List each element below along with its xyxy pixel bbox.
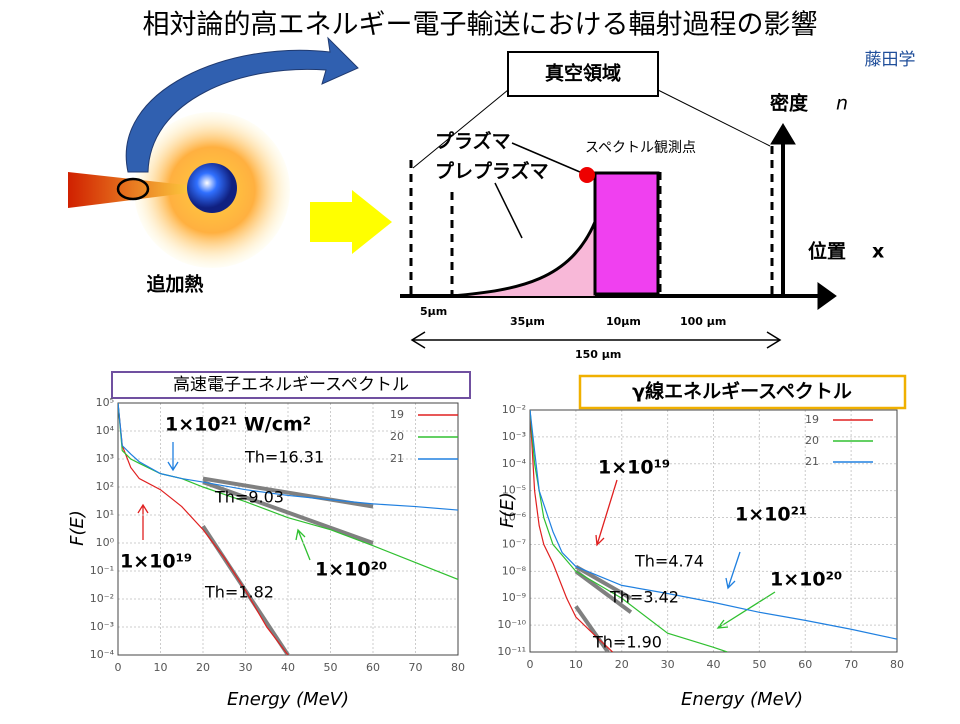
x-tick-label: 50 <box>324 661 338 674</box>
legend-label: 20 <box>390 430 404 443</box>
fit-line <box>202 480 374 545</box>
plasma-label: プラズマ <box>435 130 511 153</box>
annotation: Th=3.42 <box>609 588 679 607</box>
legend-label: 21 <box>390 452 404 465</box>
x-tick-label: 20 <box>615 658 629 671</box>
annotation: Th=4.74 <box>634 552 704 571</box>
series-line <box>530 410 728 652</box>
y-tick-label: 10⁻² <box>502 403 526 416</box>
y-tick-label: 10⁴ <box>96 424 115 437</box>
position-label: 位置 <box>808 240 846 263</box>
y-tick-label: 10⁻⁴ <box>90 648 115 661</box>
preplasma-label: プレプラズマ <box>435 160 549 183</box>
x-tick-label: 0 <box>115 661 122 674</box>
y-tick-label: 10⁻⁵ <box>502 484 526 497</box>
y-tick-label: 10⁻⁴ <box>502 457 527 470</box>
chart-title: γ線エネルギースペクトル <box>632 380 852 403</box>
x-tick-label: 50 <box>752 658 766 671</box>
chart-title-box <box>578 374 907 410</box>
x-tick-label: 30 <box>239 661 253 674</box>
y-tick-label: 10⁻⁷ <box>502 537 526 550</box>
annotation-arrows <box>137 442 776 629</box>
legend-label: 19 <box>390 408 404 421</box>
fit-line <box>574 569 633 614</box>
annotation: Th=1.82 <box>204 583 274 602</box>
y-tick-label: 10⁻³ <box>502 430 526 443</box>
dimension-label: 100 μm <box>680 315 726 328</box>
y-tick-label: 10⁻³ <box>90 620 114 633</box>
legend-label: 20 <box>805 434 819 447</box>
author: 藤田学 <box>865 50 916 70</box>
density-symbol: n <box>836 93 848 115</box>
dimension-label: 35μm <box>510 315 545 328</box>
series-line <box>530 410 613 652</box>
annotation: Th=9.03 <box>214 488 284 507</box>
chart-title: 高速電子エネルギースペクトル <box>173 375 409 395</box>
y-tick-label: 10⁻⁶ <box>502 511 527 524</box>
y-tick-label: 10⁻¹⁰ <box>497 618 526 631</box>
density-label: 密度 <box>770 92 809 115</box>
annotation: 1×10²⁰ <box>770 569 842 591</box>
vacuum-label: 真空領域 <box>545 62 621 85</box>
annotation: Th=1.90 <box>592 633 662 652</box>
x-tick-label: 10 <box>569 658 583 671</box>
target-diagram <box>400 51 837 349</box>
plot-frame <box>529 409 898 653</box>
annotation: 1×10¹⁹ <box>120 551 192 573</box>
annotation: Th=16.31 <box>244 448 324 467</box>
x-tick-label: 80 <box>451 661 465 674</box>
y-tick-label: 10³ <box>96 452 114 465</box>
x-tick-label: 70 <box>844 658 858 671</box>
title: 相対論的高エネルギー電子輸送における輻射過程の影響 <box>143 10 818 41</box>
annotation: 1×10²¹ W/cm² <box>165 414 311 436</box>
y-axis-label: F(E) <box>497 492 518 528</box>
x-tick-label: 20 <box>196 661 210 674</box>
x-axis-label: Energy (MeV) <box>227 689 349 710</box>
series-line <box>118 403 458 511</box>
y-tick-label: 10² <box>96 480 114 493</box>
fit-line <box>574 605 610 652</box>
y-tick-label: 10⁻² <box>90 592 114 605</box>
y-tick-label: 10¹ <box>96 508 114 521</box>
annotation: 1×10²¹ <box>735 504 807 526</box>
annotation: 1×10¹⁹ <box>598 457 670 479</box>
observation-label: スペクトル観測点 <box>585 139 696 156</box>
series-line <box>118 403 458 580</box>
legend-label: 21 <box>805 455 819 468</box>
legend-label: 19 <box>805 413 819 426</box>
y-tick-label: 10⁰ <box>96 536 115 549</box>
x-tick-label: 60 <box>798 658 812 671</box>
position-symbol: x <box>872 241 884 263</box>
fit-line <box>574 564 632 600</box>
heating-label: 追加熱 <box>146 273 203 296</box>
x-tick-label: 60 <box>366 661 380 674</box>
y-axis-label: F(E) <box>67 510 88 546</box>
series-line <box>530 410 897 640</box>
x-tick-label: 0 <box>527 658 534 671</box>
x-tick-label: 80 <box>890 658 904 671</box>
y-tick-label: 10⁻⁸ <box>502 564 527 577</box>
y-tick-label: 10⁻¹ <box>90 564 114 577</box>
dimension-label: 5μm <box>420 305 447 318</box>
x-tick-label: 30 <box>661 658 675 671</box>
chart-title-box <box>111 371 471 399</box>
dimension-label: 10μm <box>606 315 641 328</box>
annotation: 1×10²⁰ <box>315 559 387 581</box>
series-line <box>118 403 289 655</box>
x-tick-label: 40 <box>707 658 721 671</box>
x-tick-label: 70 <box>409 661 423 674</box>
y-tick-label: 10⁻⁹ <box>502 591 526 604</box>
y-tick-label: 10⁻¹¹ <box>497 645 526 658</box>
laser-illustration: 追加熱 <box>68 36 392 296</box>
x-tick-label: 40 <box>281 661 295 674</box>
x-axis-label: Energy (MeV) <box>681 689 803 710</box>
dimension-label: 150 μm <box>575 348 621 361</box>
y-tick-label: 10⁵ <box>96 396 114 409</box>
x-tick-label: 10 <box>154 661 168 674</box>
fit-line <box>202 476 374 509</box>
